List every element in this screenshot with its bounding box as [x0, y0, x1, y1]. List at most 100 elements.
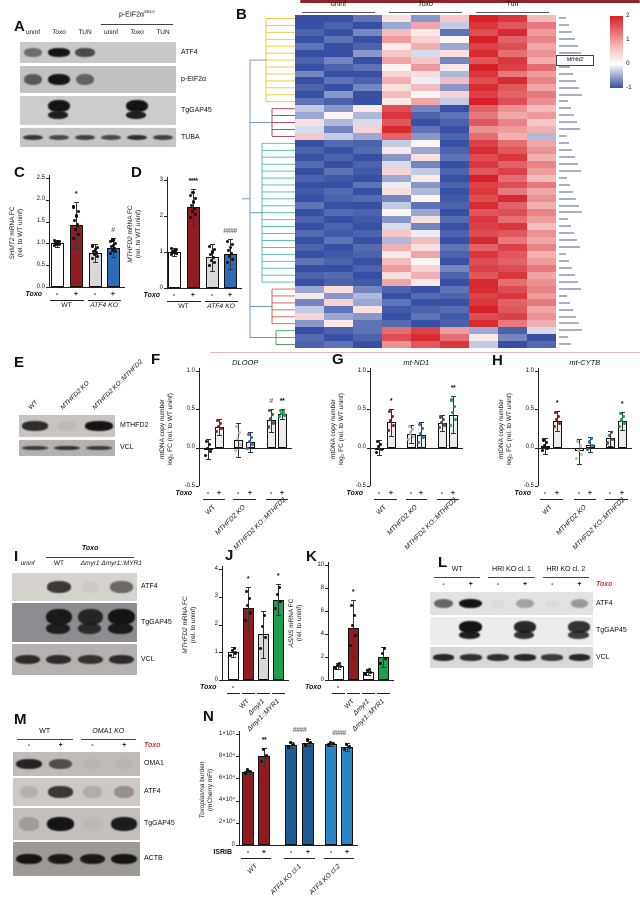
data-dot	[260, 624, 264, 628]
data-dot	[230, 258, 235, 262]
pm-sign: +	[554, 488, 560, 497]
heatmap-cell	[469, 112, 499, 120]
blot-lane-label: WT	[53, 560, 64, 567]
heatmap-cell	[440, 167, 470, 175]
heatmap-cell	[469, 202, 499, 210]
heatmap-cell	[469, 271, 499, 280]
panel-j-chart: 0 1 2 3 4 MTHFD2 mRNA FC (rel. to uninf) * * Toxo…	[182, 540, 305, 733]
y-axis-label: mtDNA copy number log₂ FC (rel. to WT uni…	[330, 392, 345, 465]
data-dot	[618, 411, 622, 416]
y-tick	[236, 800, 239, 802]
row-label-squiggle	[559, 38, 575, 40]
y-tick-label: 4	[320, 630, 324, 637]
blot-lane-label: Toxo	[130, 29, 144, 36]
data-dot	[411, 428, 415, 432]
heatmap-cell	[295, 35, 325, 44]
heatmap-cell	[295, 126, 325, 134]
blot-band	[110, 817, 138, 831]
blot-band	[568, 654, 591, 661]
heatmap-cell	[527, 56, 557, 64]
heatmap-cell	[295, 63, 325, 71]
heatmap-cell	[353, 160, 383, 169]
x-axis	[239, 845, 358, 846]
error-cap-bottom	[245, 773, 251, 775]
heatmap-cell	[440, 139, 470, 148]
heatmap-cell	[527, 77, 557, 85]
y-tick	[219, 680, 222, 681]
y-tick-label: 1.0	[186, 367, 195, 374]
heatmap-cell	[527, 257, 557, 266]
heatmap-cell	[411, 271, 441, 280]
heatmap-cell	[411, 250, 441, 259]
row-label-squiggle	[559, 100, 568, 103]
pm-sign: -	[289, 847, 293, 856]
heatmap-cell	[440, 49, 470, 58]
data-dot	[243, 771, 248, 775]
heatmap-cell	[295, 216, 325, 224]
heatmap-cell	[353, 84, 383, 92]
blot-group-label: WT	[39, 728, 51, 735]
data-dot	[575, 440, 579, 444]
data-dot	[386, 429, 391, 433]
error-bar	[291, 741, 292, 749]
y-tick	[367, 371, 370, 372]
heatmap-cell	[411, 327, 441, 335]
blot-lane-label: Toxo	[52, 29, 66, 36]
heatmap-cell	[440, 327, 470, 335]
row-label-squiggle	[559, 86, 579, 89]
y-tick	[535, 486, 538, 487]
heatmap-cell	[353, 49, 383, 58]
blot-band	[48, 134, 70, 141]
group-underline	[373, 499, 397, 500]
heatmap-cell	[353, 42, 383, 51]
y-tick	[325, 634, 328, 635]
heatmap-cell	[411, 77, 441, 85]
heatmap-cell	[498, 334, 528, 342]
data-dot	[189, 194, 193, 198]
row-label-squiggle	[559, 183, 570, 186]
y-tick	[535, 447, 538, 449]
blot-band	[47, 100, 71, 113]
heatmap-cell	[498, 237, 528, 245]
heatmap-cell	[469, 292, 499, 300]
heatmap-cell	[382, 146, 412, 155]
group-underline	[166, 301, 201, 302]
heatmap-cell	[382, 84, 412, 92]
y-tick	[236, 756, 239, 758]
heatmap-cell	[498, 230, 528, 238]
heatmap-cell	[295, 112, 325, 120]
blot-strip-tggap45	[13, 808, 140, 840]
heatmap-cell	[498, 195, 528, 203]
blot-lane-label: TUN	[78, 29, 92, 36]
data-dot	[75, 214, 79, 218]
heatmap-cell	[411, 306, 441, 314]
group-underline	[49, 300, 84, 301]
row-label-squiggle	[559, 79, 576, 82]
heatmap-cell	[440, 56, 470, 64]
heatmap-cell	[469, 230, 499, 238]
y-axis	[239, 731, 240, 845]
error-cap-bottom	[288, 748, 294, 750]
heatmap-cell	[382, 230, 412, 238]
heatmap-cell	[440, 320, 470, 328]
heatmap-cell	[411, 341, 441, 349]
blot-band	[108, 654, 134, 665]
data-dot	[212, 261, 217, 265]
row-label-squiggle	[559, 176, 567, 179]
heatmap-cell	[469, 49, 499, 58]
heatmap-cell	[527, 278, 557, 286]
data-dot	[204, 439, 208, 443]
error-bar	[453, 396, 454, 434]
blot-band	[545, 599, 560, 609]
heatmap-cell	[353, 278, 383, 286]
data-dot	[421, 427, 425, 431]
pm-sign: -	[93, 289, 97, 298]
heatmap-cell	[382, 257, 412, 266]
heatmap-cell	[411, 28, 441, 37]
heatmap-column-header: Toxo	[418, 1, 433, 8]
error-bar	[308, 739, 309, 747]
data-dot	[557, 421, 562, 425]
data-dot	[408, 431, 412, 435]
heatmap-cell	[440, 132, 470, 141]
data-dot	[328, 741, 332, 745]
